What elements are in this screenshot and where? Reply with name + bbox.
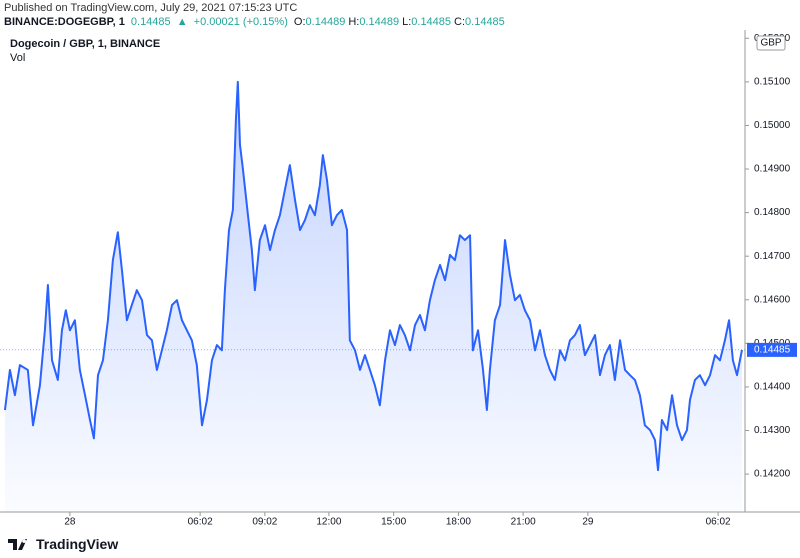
ohlc-value: 0.14485 xyxy=(465,16,505,28)
x-tick-label: 09:02 xyxy=(252,517,277,528)
brand: TradingView xyxy=(36,536,119,552)
y-tick-label: 0.14400 xyxy=(754,382,791,393)
change: +0.00021 (+0.15%) xyxy=(193,16,288,28)
ohlc-value: 0.14485 xyxy=(411,16,452,28)
last-price-label: 0.14485 xyxy=(754,345,791,356)
x-tick-label: 15:00 xyxy=(381,517,406,528)
price-line xyxy=(3,80,743,472)
y-tick-label: 0.15100 xyxy=(754,77,791,88)
symbol-bar: BINANCE:DOGEGBP, 1 0.14485 ▲ +0.00021 (+… xyxy=(4,16,511,28)
last-price-box xyxy=(747,342,797,357)
currency: GBP xyxy=(760,38,781,49)
y-tick-label: 0.14700 xyxy=(754,251,791,262)
x-tick-label: 28 xyxy=(64,517,76,528)
last: 0.14485 xyxy=(130,16,171,28)
y-tick-label: 0.14800 xyxy=(754,207,791,218)
x-tick-label: 12:00 xyxy=(316,517,341,528)
x-tick-label: 21:00 xyxy=(511,517,536,528)
brand-footer: TradingView xyxy=(8,536,118,552)
brand-logo xyxy=(8,539,27,550)
volume-label: Vol xyxy=(10,52,25,64)
chart: Dogecoin / GBP, 1, BINANCE Vol 0.14200 0.… xyxy=(0,30,800,528)
x-tick-label: 06:02 xyxy=(706,517,731,528)
ohlc: O:0.14489 H:0.14489 L:0.14485 C:0.14485 xyxy=(294,16,508,28)
x-tick-label: 18:00 xyxy=(446,517,471,528)
area-fill xyxy=(4,81,742,513)
ohlc-label: L: xyxy=(402,16,412,28)
y-tick-label: 0.14900 xyxy=(754,164,791,175)
y-tick-label: 0.15000 xyxy=(754,120,791,131)
ohlc-label: H: xyxy=(348,16,360,28)
ohlc-value: 0.14489 xyxy=(305,16,346,28)
x-tick-label: 29 xyxy=(582,517,594,528)
y-tick-label: 0.14200 xyxy=(754,469,791,480)
ohlc-label: C: xyxy=(454,16,466,28)
x-tick-label: 06:02 xyxy=(188,517,213,528)
symbol: BINANCE:DOGEGBP, 1 xyxy=(4,16,125,28)
chart-title: Dogecoin / GBP, 1, BINANCE xyxy=(10,38,160,50)
currency-box xyxy=(756,35,786,51)
y-tick-label: 0.14300 xyxy=(754,425,791,436)
ohlc-value: 0.14489 xyxy=(359,16,400,28)
published-note: Published on TradingView.com, July 29, 2… xyxy=(4,2,298,14)
up-arrow: ▲ xyxy=(176,16,188,28)
y-tick-label: 0.14600 xyxy=(754,294,791,305)
ohlc-label: O: xyxy=(293,16,306,28)
